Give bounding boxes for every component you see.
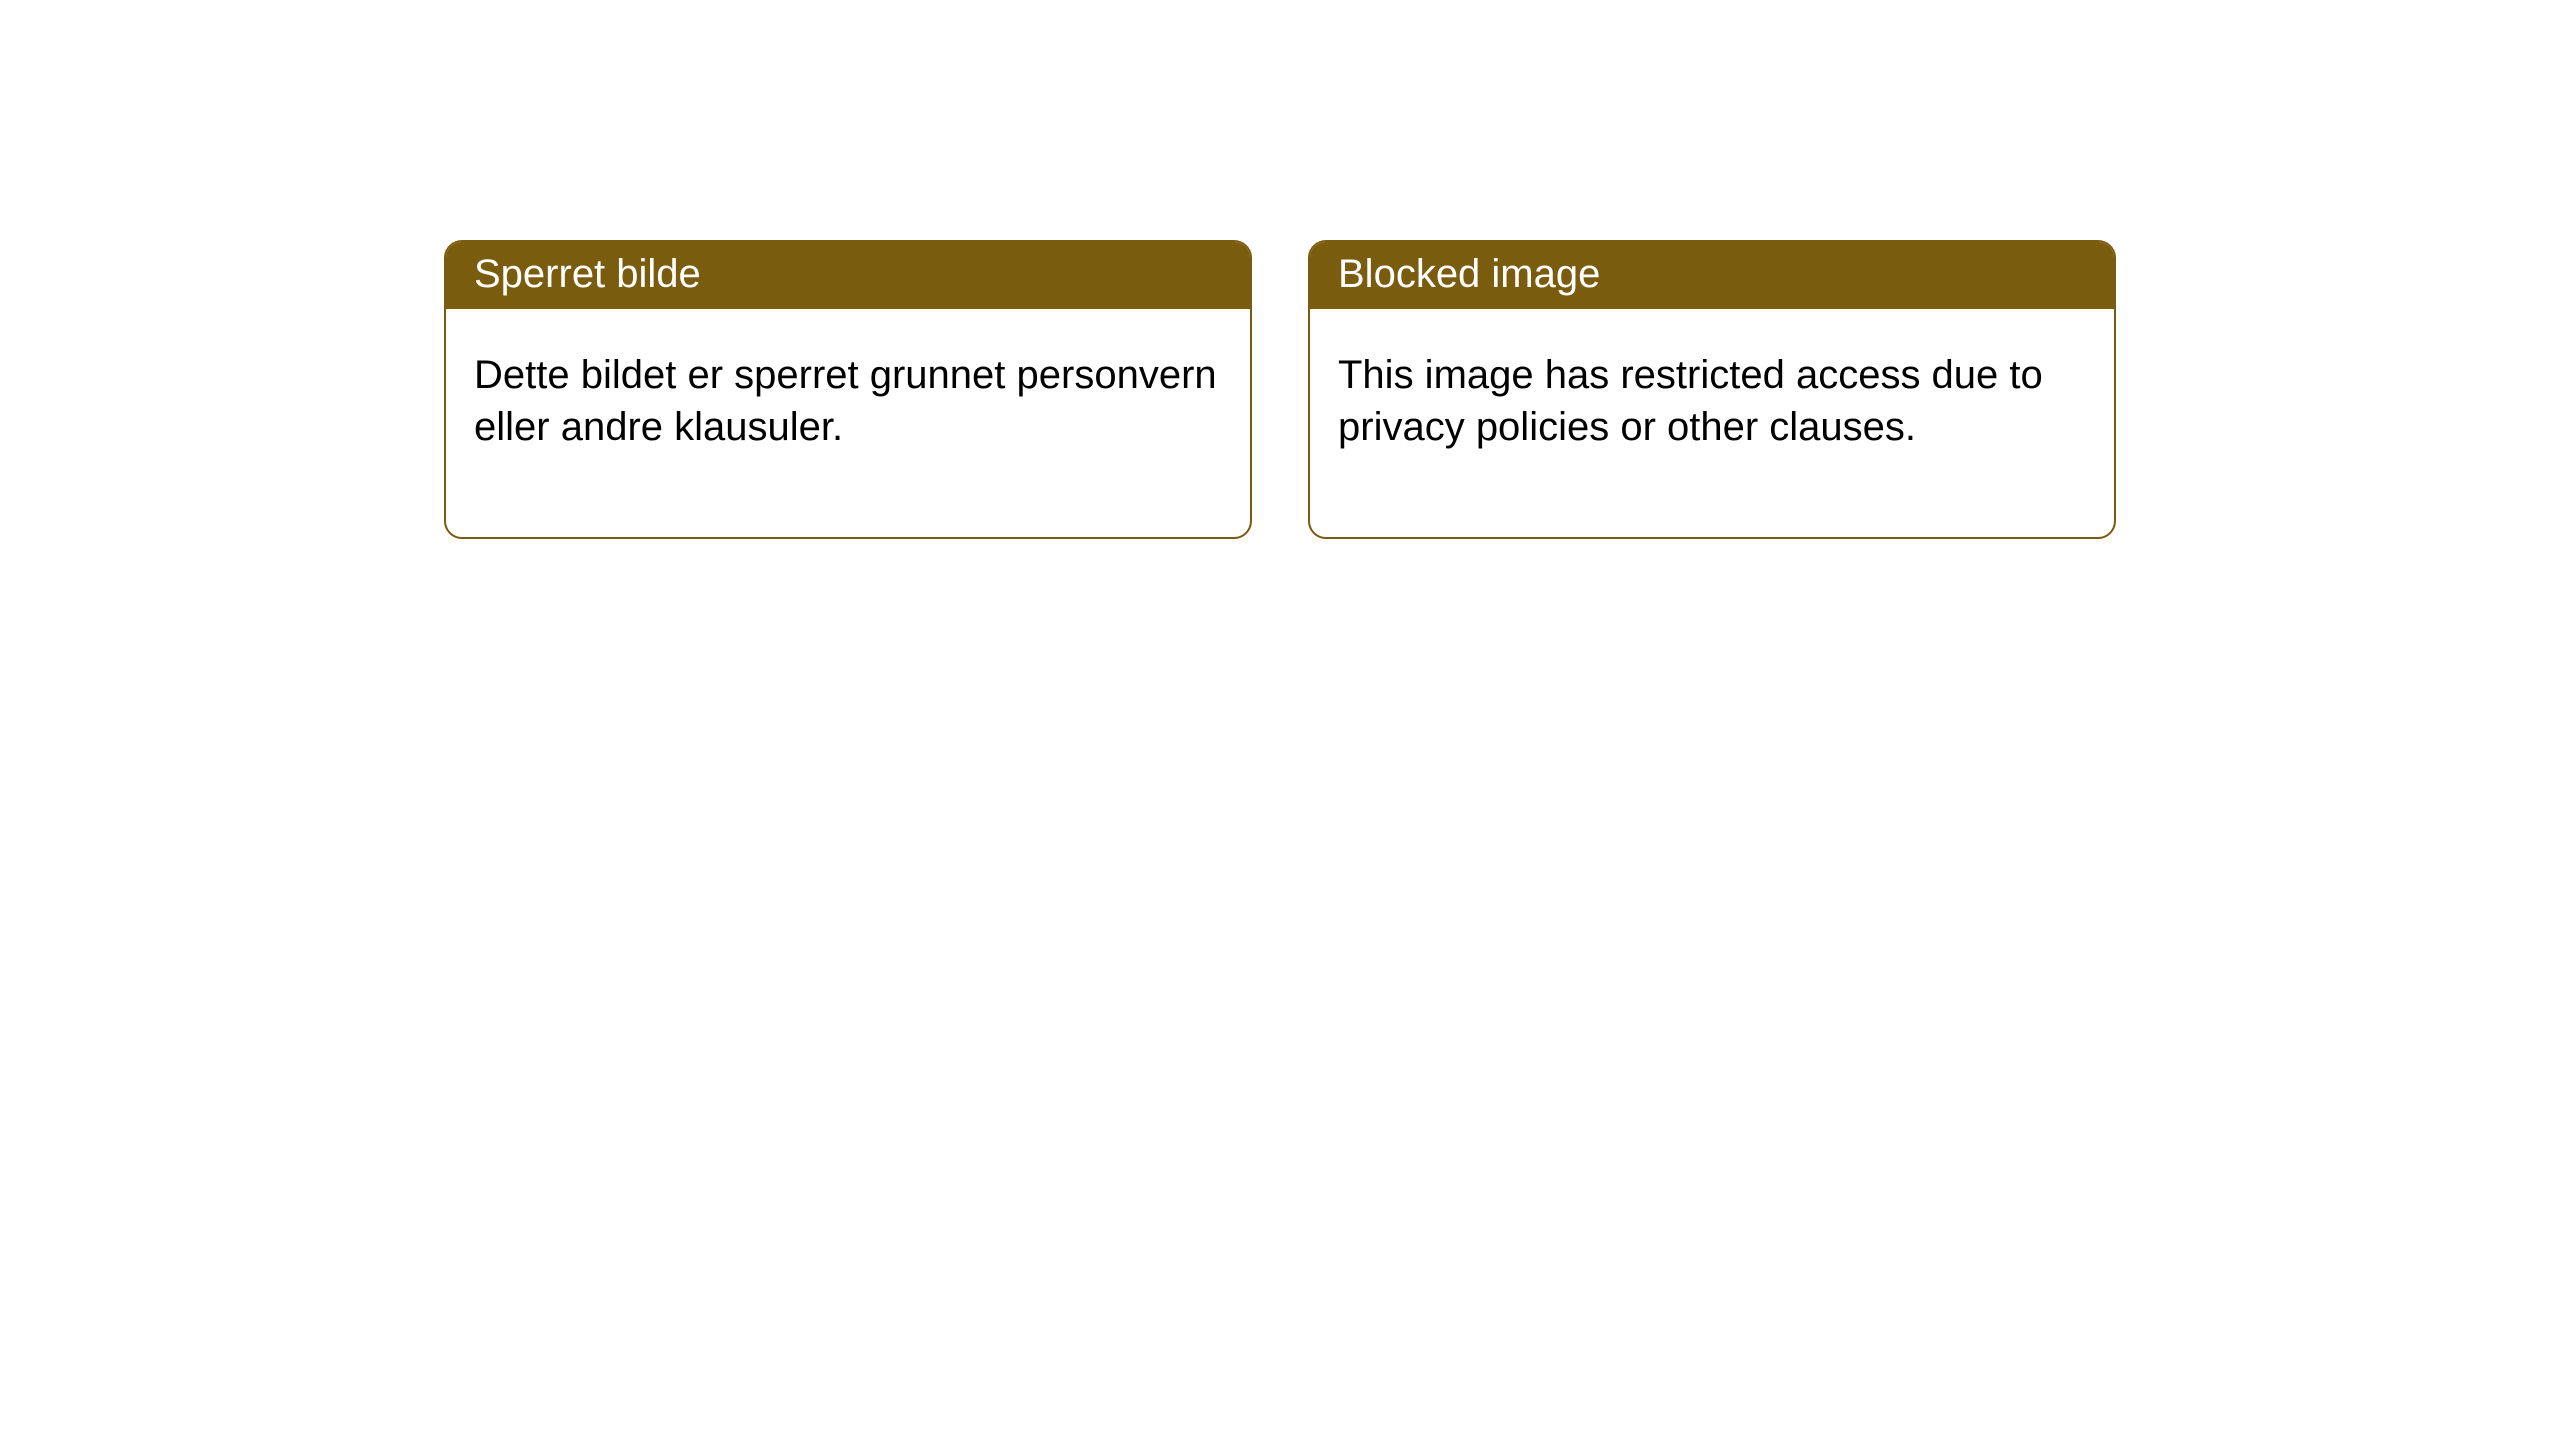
- card-body-english: This image has restricted access due to …: [1310, 309, 2114, 537]
- blocked-image-card-norwegian: Sperret bilde Dette bildet er sperret gr…: [444, 240, 1252, 539]
- card-header-english: Blocked image: [1310, 242, 2114, 309]
- card-header-norwegian: Sperret bilde: [446, 242, 1250, 309]
- blocked-image-card-english: Blocked image This image has restricted …: [1308, 240, 2116, 539]
- card-body-norwegian: Dette bildet er sperret grunnet personve…: [446, 309, 1250, 537]
- notice-container: Sperret bilde Dette bildet er sperret gr…: [0, 0, 2560, 539]
